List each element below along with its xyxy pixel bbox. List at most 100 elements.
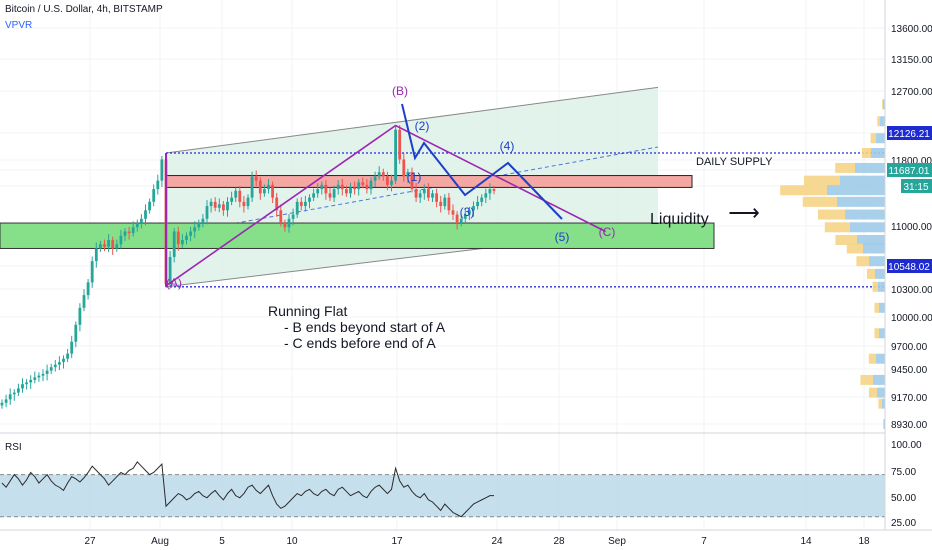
wave-5-label: (5) xyxy=(555,230,570,244)
candle-body xyxy=(308,197,311,202)
candle-body xyxy=(115,244,119,249)
vpvr-bar-up xyxy=(871,147,885,158)
rsi-tick-label: 50.00 xyxy=(891,493,916,504)
candle-body xyxy=(185,235,188,240)
time-tick-label: 7 xyxy=(701,536,707,547)
candle-body xyxy=(463,214,467,219)
price-tick-label: 13150.00 xyxy=(891,55,932,66)
daily-supply-label: DAILY SUPPLY xyxy=(696,156,773,168)
vpvr-bar-down xyxy=(856,256,869,267)
price-tick-label: 10300.00 xyxy=(891,285,932,296)
candle-body xyxy=(135,223,139,228)
liquidity-label: Liquidity xyxy=(650,211,709,228)
candle-body xyxy=(357,182,361,190)
candle-body xyxy=(377,172,381,177)
candle-body xyxy=(148,201,151,211)
countdown-text: 31:15 xyxy=(903,182,928,193)
candle-body xyxy=(402,159,406,177)
candle-body xyxy=(410,172,414,190)
vpvr-bar-down xyxy=(846,243,863,254)
note-line-2: - C ends before end of A xyxy=(284,335,436,351)
candle-body xyxy=(299,201,303,207)
vpvr-bar-up xyxy=(877,387,885,398)
countdown-bg xyxy=(901,179,932,193)
candle-body xyxy=(365,184,369,190)
candle-body xyxy=(349,187,352,194)
candle-body xyxy=(468,210,471,215)
rsi-tick-label: 75.00 xyxy=(891,467,916,478)
candle-body xyxy=(230,197,233,202)
candle-body xyxy=(361,182,365,185)
vpvr-bar-up xyxy=(869,256,885,267)
time-tick-label: 14 xyxy=(800,536,812,547)
vpvr-bar-up xyxy=(873,374,885,385)
rsi-label[interactable]: RSI xyxy=(5,442,22,453)
vpvr-bar-up xyxy=(883,99,885,110)
rsi-tick-label: 100.00 xyxy=(891,440,922,451)
vpvr-bar-up xyxy=(857,234,885,245)
time-tick-label: 27 xyxy=(84,536,96,547)
annotation-labels: (B) (A) (C) (2) (1) (3) (4) (5) DAILY SUPPLY Liqu… xyxy=(166,84,773,351)
vpvr-bar-up xyxy=(880,116,885,127)
candle-body xyxy=(144,210,147,219)
vpvr-bar-up xyxy=(863,243,885,254)
candle-body xyxy=(263,189,266,194)
candle-body xyxy=(74,324,78,342)
candle-body xyxy=(295,201,299,215)
candle-body xyxy=(258,180,262,194)
candle-body xyxy=(345,189,348,194)
vpvr-bar-up xyxy=(840,175,885,186)
candle-body xyxy=(103,244,106,247)
vpvr-bar-down xyxy=(866,268,875,279)
price-tick-label: 9700.00 xyxy=(891,342,928,353)
candle-body xyxy=(455,214,459,224)
candle-body xyxy=(193,227,197,232)
volume-profile xyxy=(780,99,885,429)
candle-body xyxy=(431,193,434,198)
candle-body xyxy=(160,159,164,181)
candle-body xyxy=(8,394,12,400)
candle-body xyxy=(62,358,65,363)
candle-body xyxy=(86,282,90,296)
candle-body xyxy=(66,353,69,359)
vpvr-bar-up xyxy=(850,222,885,233)
wave-3-label: (3) xyxy=(460,205,475,219)
vpvr-bar-up xyxy=(876,133,885,144)
price-tag-bg xyxy=(887,259,932,273)
wave-a-label: (A) xyxy=(166,276,182,290)
candle-body xyxy=(205,206,209,219)
candle-body xyxy=(156,180,160,190)
vpvr-bar-down xyxy=(780,185,827,196)
candle-body xyxy=(45,370,49,374)
vpvr-bar-down xyxy=(872,281,878,292)
candle-body xyxy=(328,193,332,198)
candle-body xyxy=(140,218,143,224)
price-tick-label: 9450.00 xyxy=(891,365,928,376)
candle-body xyxy=(189,231,192,236)
vpvr-bar-down xyxy=(835,234,857,245)
vpvr-bar-up xyxy=(876,353,885,364)
vpvr-bar-up xyxy=(879,328,885,339)
candle-body xyxy=(168,256,172,285)
candle-body xyxy=(181,239,184,245)
wave-c-label: (C) xyxy=(599,225,616,239)
candle-body xyxy=(246,197,250,207)
rsi-line xyxy=(1,461,494,518)
candle-body xyxy=(217,204,221,208)
time-tick-label: Sep xyxy=(608,536,626,547)
wave-1-label: (1) xyxy=(407,170,422,184)
price-tick-label: 10000.00 xyxy=(891,313,932,324)
candle-body xyxy=(58,362,61,365)
candle-body xyxy=(427,189,430,198)
candle-body xyxy=(25,382,28,385)
indicator-vpvr-label[interactable]: VPVR xyxy=(5,20,33,31)
vpvr-bar-up xyxy=(878,281,885,292)
candle-body xyxy=(33,377,37,380)
candle-body xyxy=(414,189,418,198)
price-tick-label: 11800.00 xyxy=(891,156,932,167)
candle-body xyxy=(353,187,356,190)
candle-body xyxy=(254,176,258,181)
liquidity-arrow: ⟶ xyxy=(728,200,760,225)
